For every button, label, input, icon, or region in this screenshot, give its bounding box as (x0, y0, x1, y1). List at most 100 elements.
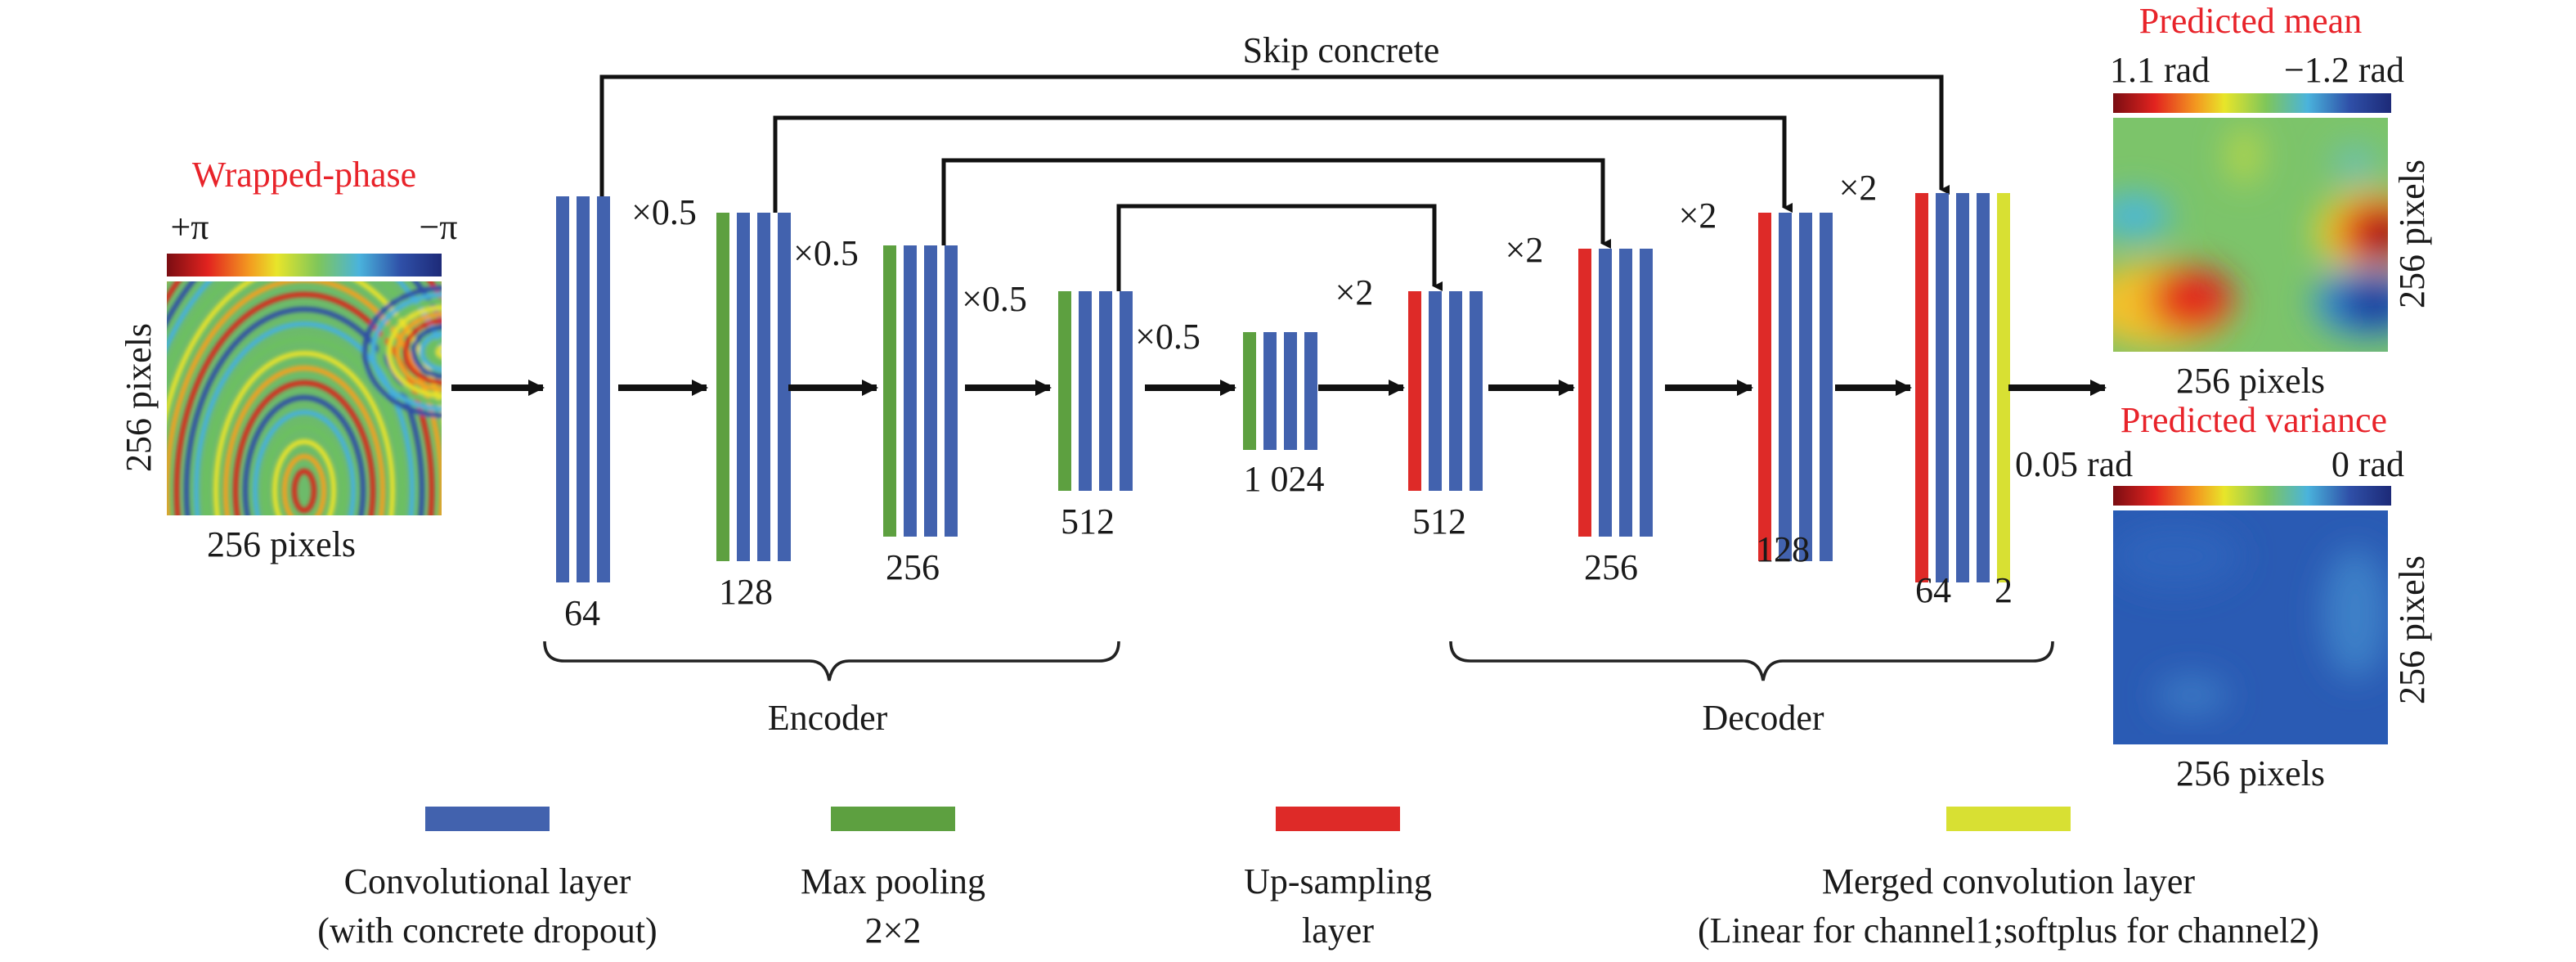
variance-cb-left: 0.05 rad (2015, 444, 2133, 484)
decoder-bracket (1449, 641, 2054, 681)
scale-label: ×2 (1679, 196, 1717, 236)
conv-bar (1304, 332, 1317, 450)
conv-bar (1936, 193, 1949, 582)
conv-bar (1284, 332, 1297, 450)
layer-block: 64 (556, 196, 610, 633)
skip-connections: Skip concrete (599, 30, 1950, 291)
legend-conv-line1: Convolutional layer (344, 861, 631, 901)
conv-bar (737, 213, 750, 561)
pool-bar (883, 245, 896, 537)
conv-bar (1099, 291, 1112, 491)
scale-label: ×2 (1839, 168, 1878, 208)
layer-block: 512 ×2 (1335, 272, 1483, 542)
input-title: Wrapped-phase (192, 155, 416, 195)
channel-label: 1 024 (1244, 459, 1325, 499)
variance-title: Predicted variance (2120, 400, 2387, 440)
layer-block: 128 ×0.5 (631, 192, 791, 612)
conv-bar (577, 196, 590, 582)
skip-connection-3 (941, 158, 1611, 249)
legend-swatch-merged (1946, 807, 2071, 831)
conv-bar (1429, 291, 1442, 491)
variance-side-label: 256 pixels (2392, 555, 2432, 704)
conv-bar (1619, 249, 1632, 537)
variance-bottom-label: 256 pixels (2176, 753, 2325, 793)
pool-bar (716, 213, 729, 561)
input-colorbar (167, 254, 442, 276)
conv-bar (1263, 332, 1277, 450)
legend-conv-line2: (with concrete dropout) (317, 910, 657, 951)
conv-bar (1799, 213, 1812, 561)
conv-bar (1120, 291, 1133, 491)
variance-colorbar (2113, 486, 2391, 506)
merged-bar (1997, 193, 2010, 582)
legend: Convolutional layer (with concrete dropo… (317, 807, 2319, 951)
legend-merged-line1: Merged convolution layer (1822, 861, 2196, 901)
conv-bar (1470, 291, 1483, 491)
conv-bar (556, 196, 569, 582)
layer-block: 512 ×0.5 (962, 279, 1133, 542)
conv-bar (778, 213, 791, 561)
conv-bar (1977, 193, 1990, 582)
mean-bottom-label: 256 pixels (2176, 361, 2325, 401)
conv-bar (1640, 249, 1653, 537)
conv-bar (757, 213, 770, 561)
predicted-mean-image (2113, 118, 2388, 352)
variance-cb-right: 0 rad (2331, 444, 2404, 484)
legend-pool-line2: 2×2 (865, 910, 922, 951)
predicted-variance-panel: Predicted variance 0.05 rad 0 rad 256 pi… (2015, 400, 2432, 793)
input-bottom-label: 256 pixels (207, 524, 356, 564)
predicted-variance-image (2113, 510, 2388, 744)
layer-block: 256 ×0.5 (793, 233, 958, 587)
mean-cb-left: 1.1 rad (2110, 50, 2210, 90)
layer-block: 1 024 ×0.5 (1135, 317, 1324, 499)
legend-swatch-pool (831, 807, 955, 831)
mean-side-label: 256 pixels (2392, 160, 2432, 308)
channel-label: 64 (1915, 570, 1951, 610)
scale-label: ×2 (1335, 272, 1374, 312)
conv-bar (904, 245, 917, 537)
layer-block: 128 ×2 (1679, 196, 1833, 569)
legend-swatch-up (1276, 807, 1400, 831)
channel-label: 128 (1756, 529, 1810, 569)
channel-label: 256 (1584, 547, 1638, 587)
legend-up-line2: layer (1302, 910, 1374, 951)
wrapped-phase-image (167, 281, 442, 515)
conv-bar (597, 196, 610, 582)
channel-label: 128 (719, 572, 773, 612)
conv-bar (1956, 193, 1969, 582)
scale-label: ×2 (1506, 230, 1544, 270)
channel-label-2: 2 (1995, 570, 2013, 610)
up-bar (1758, 213, 1771, 561)
conv-bar (1820, 213, 1833, 561)
channel-label: 512 (1061, 501, 1115, 542)
scale-label: ×0.5 (631, 192, 697, 232)
legend-pool-line1: Max pooling (801, 861, 985, 901)
skip-label: Skip concrete (1243, 30, 1440, 70)
conv-bar (1449, 291, 1462, 491)
scale-label: ×0.5 (962, 279, 1027, 319)
legend-merged-line2: (Linear for channel1;softplus for channe… (1698, 910, 2319, 951)
pool-bar (1243, 332, 1256, 450)
layer-block: 256 ×2 (1506, 230, 1653, 587)
encoder-label: Encoder (768, 698, 888, 738)
conv-bar (924, 245, 937, 537)
channel-label: 64 (564, 593, 600, 633)
up-bar (1408, 291, 1421, 491)
pool-bar (1058, 291, 1071, 491)
conv-bar (1079, 291, 1092, 491)
scale-label: ×0.5 (1135, 317, 1200, 357)
legend-up-line1: Up-sampling (1244, 861, 1432, 901)
input-side-label: 256 pixels (119, 323, 159, 472)
mean-title: Predicted mean (2139, 1, 2362, 41)
mean-cb-right: −1.2 rad (2284, 50, 2404, 90)
up-bar (1915, 193, 1928, 582)
decoder-label: Decoder (1702, 698, 1824, 738)
channel-label: 256 (886, 547, 940, 587)
input-cb-left: +π (170, 207, 209, 247)
encoder-bracket (543, 641, 1120, 681)
skip-connection-2 (773, 115, 1793, 213)
layer-block: 64 2 ×2 (1839, 168, 2013, 610)
channel-label: 512 (1412, 501, 1466, 542)
